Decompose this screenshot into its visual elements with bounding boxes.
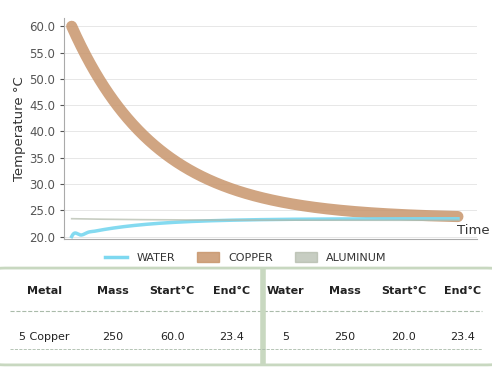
Text: Time: Time bbox=[457, 224, 490, 237]
Text: 5: 5 bbox=[282, 332, 289, 342]
Text: Water: Water bbox=[267, 286, 304, 296]
Text: Metal: Metal bbox=[27, 286, 62, 296]
Text: 5 Copper: 5 Copper bbox=[19, 332, 69, 342]
Text: 250: 250 bbox=[334, 332, 355, 342]
FancyBboxPatch shape bbox=[0, 268, 492, 365]
Text: 20.0: 20.0 bbox=[391, 332, 416, 342]
Text: Mass: Mass bbox=[329, 286, 360, 296]
Text: 250: 250 bbox=[103, 332, 123, 342]
Text: Start°C: Start°C bbox=[150, 286, 195, 296]
Text: 23.4: 23.4 bbox=[219, 332, 244, 342]
Text: 23.4: 23.4 bbox=[450, 332, 475, 342]
Text: Start°C: Start°C bbox=[381, 286, 426, 296]
Legend: WATER, COPPER, ALUMINUM: WATER, COPPER, ALUMINUM bbox=[101, 248, 391, 268]
Text: End°C: End°C bbox=[444, 286, 481, 296]
Y-axis label: Temperature °C: Temperature °C bbox=[13, 77, 26, 181]
Text: 60.0: 60.0 bbox=[160, 332, 184, 342]
Text: Mass: Mass bbox=[97, 286, 129, 296]
Text: End°C: End°C bbox=[213, 286, 250, 296]
